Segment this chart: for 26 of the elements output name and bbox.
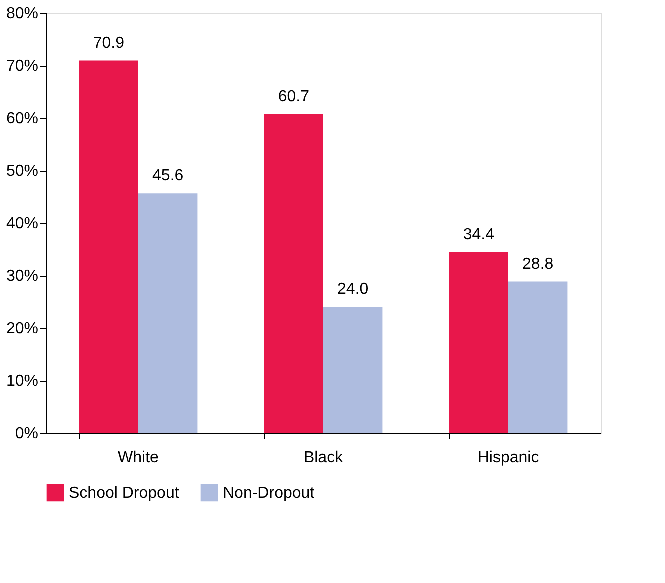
data-label: 28.8 [522,256,554,273]
y-tick-label: 60% [6,110,38,128]
x-tick-label: White [118,450,160,466]
bar [324,307,383,433]
y-tick-label: 30% [6,268,38,285]
data-label: 24.0 [338,281,369,298]
bar [138,194,198,433]
y-tick-label: 70% [6,58,38,75]
data-label: 45.6 [152,168,184,185]
bar [449,252,508,433]
data-label: 70.9 [93,34,125,52]
x-tick-label: Hispanic [478,450,540,466]
legend-label: School Dropout [69,484,180,502]
y-tick-label: 0% [15,426,38,442]
y-tick-label: 20% [6,320,38,338]
y-tick-label: 10% [6,373,38,390]
y-tick-label: 50% [6,163,38,180]
data-label: 60.7 [278,88,310,106]
legend-label: Non-Dropout [223,484,316,502]
x-tick-label: Black [304,450,344,466]
y-tick-label: 80% [6,6,38,22]
data-label: 34.4 [463,226,495,244]
bar [508,282,568,433]
bar [264,114,324,433]
bar [79,60,138,433]
y-tick-label: 40% [6,216,38,232]
